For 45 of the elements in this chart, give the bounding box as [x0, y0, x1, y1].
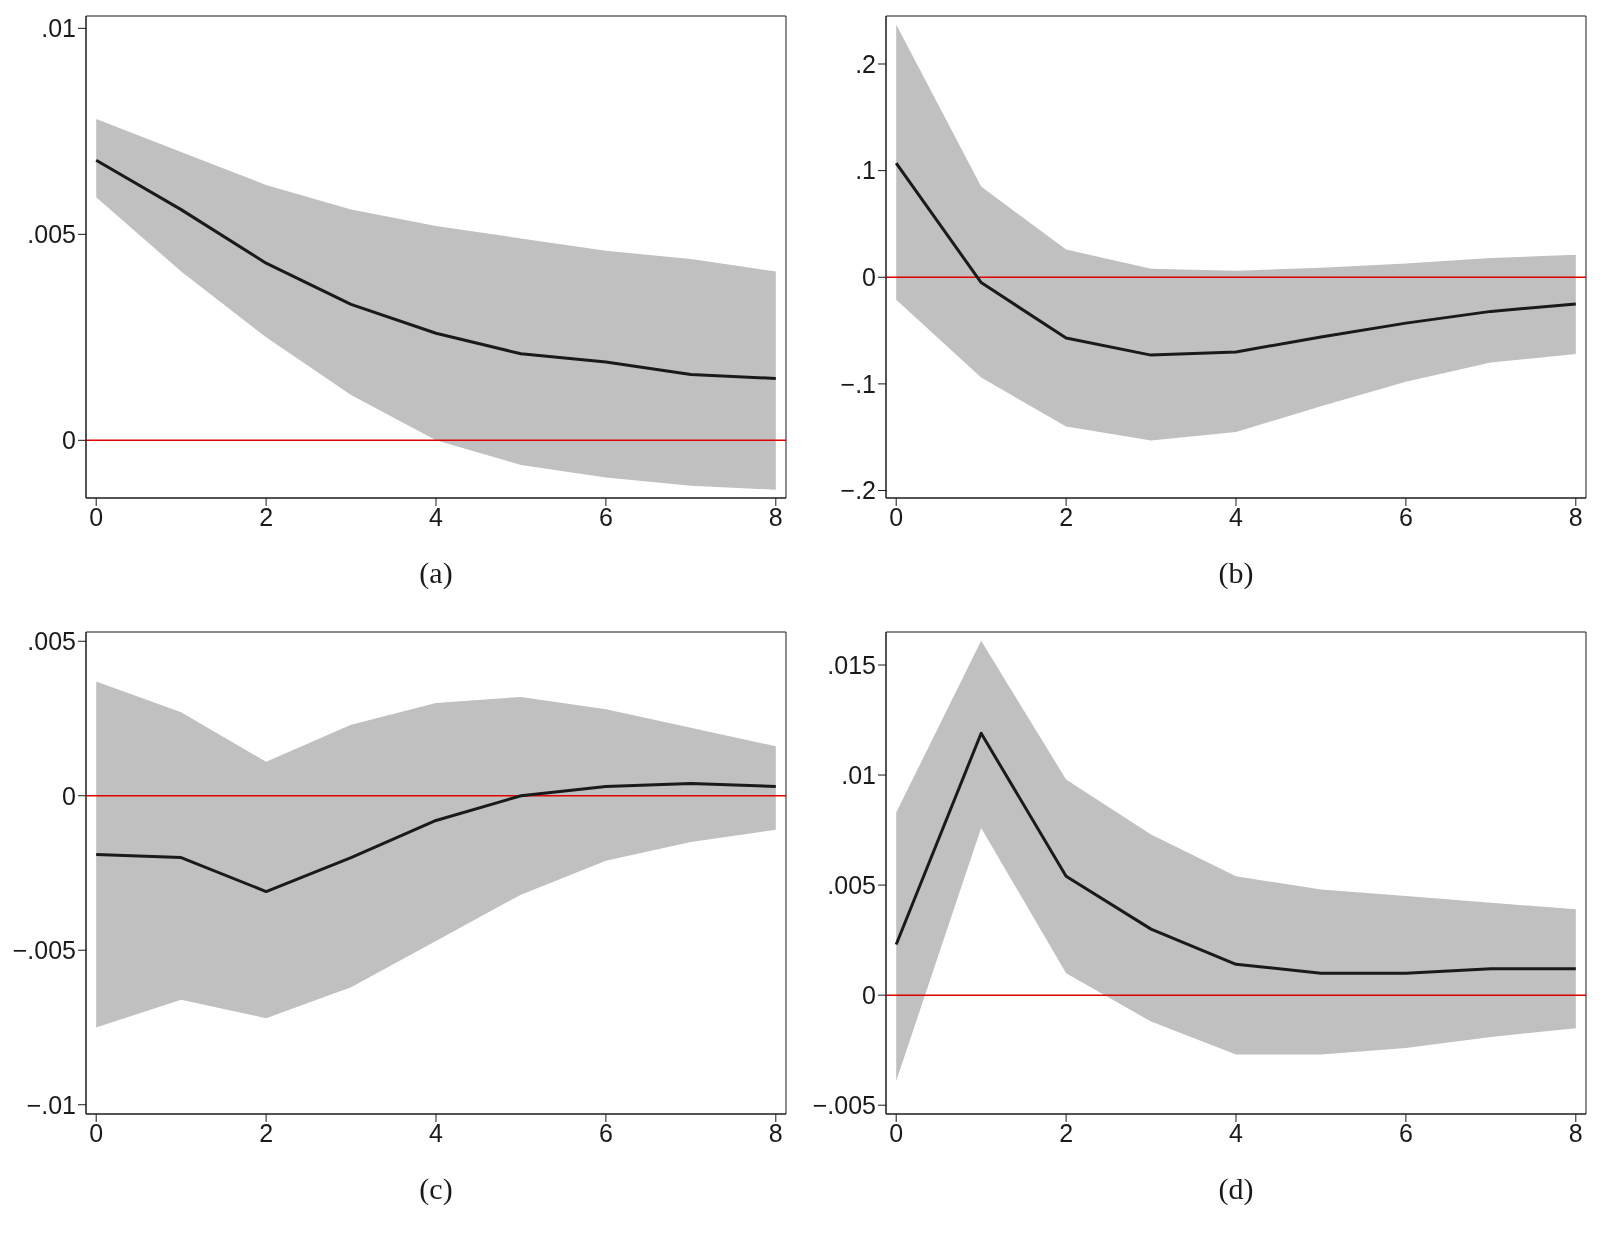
x-tick-label: 4 [429, 1118, 444, 1147]
y-tick-label: .01 [41, 14, 76, 43]
y-tick-label: −.005 [812, 1091, 876, 1120]
y-tick-label: −.005 [12, 936, 76, 965]
y-tick-label: −.01 [26, 1090, 76, 1119]
y-tick-label: .01 [841, 760, 876, 789]
x-tick-label: 2 [259, 502, 274, 531]
y-tick-label: 0 [862, 263, 876, 292]
x-tick-label: 6 [1398, 502, 1413, 531]
x-tick-label: 2 [1059, 502, 1074, 531]
text: (d) [1217, 1172, 1255, 1206]
x-tick-label: 8 [1568, 1118, 1583, 1147]
y-tick-label: −.1 [840, 369, 876, 398]
x-tick-label: 6 [1398, 1118, 1413, 1147]
text: (a) [418, 556, 454, 590]
y-tick-label: 0 [62, 781, 76, 810]
x-tick-label: 4 [1229, 502, 1244, 531]
line-series [94, 158, 778, 381]
x-tick-label: 4 [1229, 1118, 1244, 1147]
y-tick-label: .2 [855, 49, 876, 78]
y-tick-label: .005 [827, 870, 876, 899]
x-tick-label: 4 [429, 502, 444, 531]
y-tick-label: .1 [855, 156, 876, 185]
y-tick-label: 0 [62, 426, 76, 455]
x-tick-label: 6 [598, 502, 613, 531]
x-tick-label: 0 [889, 502, 904, 531]
x-tick-label: 0 [89, 1118, 104, 1147]
y-tick-label: −.2 [840, 476, 876, 505]
y-tick-label: .015 [827, 650, 876, 679]
x-tick-label: 2 [259, 1118, 274, 1147]
x-tick-label: 8 [768, 502, 783, 531]
line-series [894, 161, 1578, 357]
x-tick-label: 0 [889, 1118, 904, 1147]
x-tick-label: 2 [1059, 1118, 1074, 1147]
x-tick-label: 0 [89, 502, 104, 531]
x-tick-label: 8 [768, 1118, 783, 1147]
line-series [894, 731, 1578, 975]
text: (b) [1217, 556, 1255, 590]
y-tick-label: .005 [27, 627, 76, 656]
y-tick-label: .005 [27, 220, 76, 249]
x-tick-label: 6 [598, 1118, 613, 1147]
text: (c) [418, 1172, 454, 1206]
x-tick-label: 8 [1568, 502, 1583, 531]
line-series [94, 781, 778, 894]
y-tick-label: 0 [862, 981, 876, 1010]
